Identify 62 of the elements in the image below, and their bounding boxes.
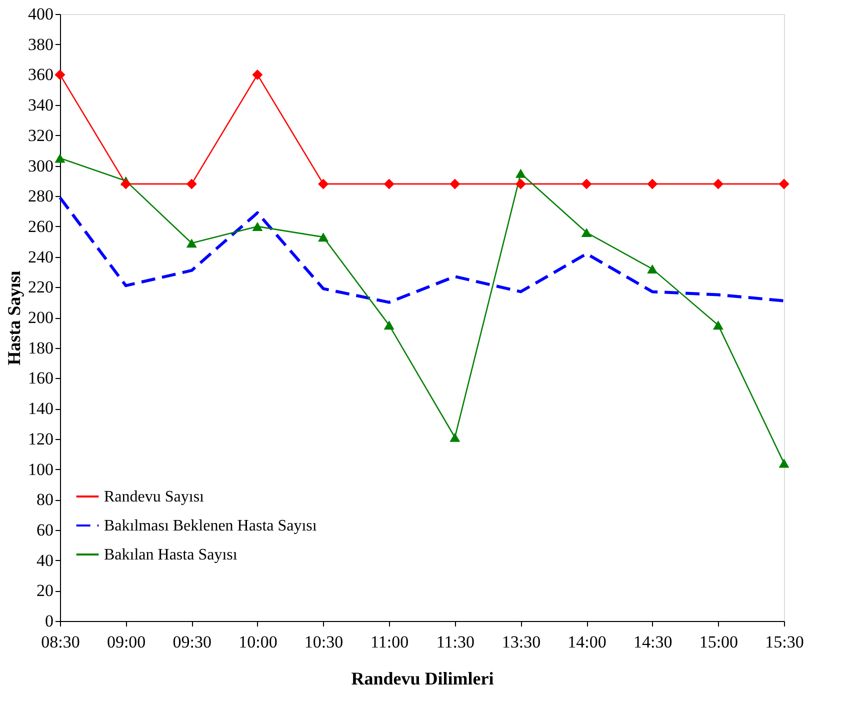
legend-label: Bakılması Beklenen Hasta Sayısı	[104, 518, 318, 534]
point	[186, 238, 197, 248]
point	[581, 228, 592, 238]
point	[318, 178, 329, 190]
y-tick-label: 280	[28, 186, 54, 206]
y-tick-label: 180	[28, 338, 54, 358]
y-tick-label: 100	[28, 460, 54, 479]
point	[384, 178, 394, 190]
point	[712, 320, 724, 330]
point	[384, 320, 394, 330]
line-series	[58, 196, 786, 304]
y-tick-label: 260	[28, 216, 54, 236]
x-tick-label: 10:00	[238, 632, 278, 652]
x-tick-label: 10:30	[304, 632, 344, 652]
point	[252, 69, 263, 80]
y-tick-label: 120	[28, 429, 54, 448]
x-tick-label: 09:30	[172, 632, 212, 652]
legend-label: Randevu Sayısı	[104, 488, 205, 506]
point	[515, 178, 526, 190]
y-tick-label: 200	[28, 308, 54, 327]
x-tick-label: 14:00	[568, 632, 606, 652]
y-tick-label: 340	[28, 96, 54, 115]
legend-label: Bakılan Hasta Sayısı	[104, 546, 238, 564]
x-tick-label: 14:30	[633, 632, 672, 652]
y-axis-title: Hasta Sayısı	[4, 270, 24, 366]
point	[712, 178, 724, 190]
x-tick-label: 15:30	[765, 632, 804, 652]
y-tick-label: 80	[36, 490, 54, 510]
y-tick-label: 320	[28, 126, 54, 145]
point	[515, 168, 526, 178]
point	[54, 69, 66, 80]
y-tick-label: 40	[36, 550, 54, 570]
y-tick-label: 300	[28, 156, 54, 176]
point	[186, 178, 197, 190]
point	[581, 178, 592, 190]
y-tick-label: 400	[28, 4, 54, 24]
y-tick-label: 360	[28, 65, 54, 84]
x-tick-label: 08:30	[41, 632, 80, 652]
x-tick-label: 11:00	[370, 632, 409, 652]
point	[647, 264, 658, 274]
x-tick-label: 15:00	[699, 632, 738, 652]
y-tick-label: 60	[36, 520, 54, 540]
point	[778, 458, 790, 468]
x-tick-label: 11:30	[436, 632, 474, 652]
point	[120, 178, 132, 190]
x-tick-label: 13:30	[502, 632, 541, 652]
y-tick-label: 0	[45, 612, 54, 630]
y-tick-label: 380	[28, 34, 54, 54]
x-tick-label: 09:00	[106, 632, 146, 652]
y-tick-label: 220	[28, 278, 54, 297]
x-axis-title: Randevu Dilimleri	[351, 668, 494, 688]
point	[318, 232, 329, 242]
point	[450, 178, 460, 190]
point	[778, 178, 790, 190]
y-tick-label: 240	[28, 247, 54, 266]
point	[450, 432, 460, 442]
y-tick-label: 20	[36, 581, 54, 600]
point	[647, 178, 658, 190]
point	[54, 154, 66, 163]
point	[252, 222, 263, 231]
y-tick-label: 160	[28, 368, 54, 388]
y-tick-label: 140	[28, 399, 54, 418]
